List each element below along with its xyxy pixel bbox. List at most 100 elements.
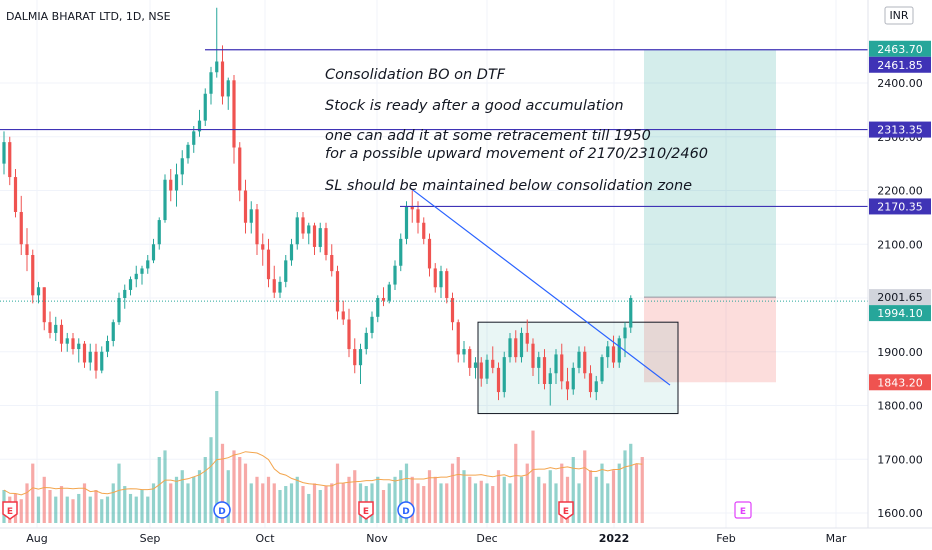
volume-bar (588, 470, 593, 523)
candle (65, 332, 69, 352)
candle (404, 201, 409, 245)
candle (180, 150, 184, 186)
candle-body (209, 72, 213, 94)
volume-bar (105, 496, 110, 523)
volume-bar (123, 486, 127, 523)
candle-body (238, 147, 242, 191)
annotation-note: for a possible upward movement of 2170/2… (325, 146, 708, 162)
candle-body (508, 338, 512, 358)
candle-body (617, 338, 621, 363)
volume-bar (565, 476, 570, 523)
volume-bar (146, 496, 150, 523)
candle (485, 354, 489, 384)
candle (163, 174, 167, 223)
time-axis[interactable]: Aug Sep Oct Nov Dec 2022 Feb Mar (26, 532, 847, 545)
candle-body (25, 244, 29, 255)
candle-body (249, 209, 253, 223)
trendline (409, 187, 671, 386)
candle (272, 265, 276, 298)
candle-body (54, 324, 58, 333)
candle (347, 308, 351, 358)
candle (289, 238, 294, 266)
candle (203, 88, 207, 126)
volume-bar (88, 496, 92, 523)
event-marker-earnings[interactable]: E (358, 501, 374, 520)
volume-bar (174, 476, 179, 523)
event-marker-label: E (563, 507, 569, 517)
candle (531, 338, 535, 376)
candle (301, 212, 305, 239)
event-marker-dividend[interactable]: D (213, 501, 231, 519)
price-tag-label: 1994.10 (877, 307, 923, 320)
price-tick-label: 2400.00 (877, 77, 923, 90)
candle-body (399, 238, 403, 266)
volume-bar (36, 496, 41, 523)
dividend-icon[interactable] (213, 501, 231, 519)
stop-zone (644, 297, 776, 383)
candle (358, 343, 363, 384)
price-axis[interactable]: 2400.002300.002200.002100.002000.001900.… (877, 77, 923, 520)
candle (542, 349, 547, 390)
event-marker-dividend[interactable]: D (397, 501, 415, 519)
price-tag-label: 1843.20 (877, 376, 923, 389)
candle (565, 367, 570, 401)
price-tick-label: 2200.00 (877, 185, 923, 198)
volume-bar (266, 476, 271, 523)
event-marker-earnings-upcoming[interactable]: E (734, 501, 752, 519)
candle-body (370, 316, 374, 333)
candle-body (301, 217, 305, 234)
price-tag-2313.35: 2313.35 (869, 121, 931, 138)
volume-bar (611, 470, 616, 523)
candle-body (404, 206, 409, 239)
earnings-upcoming-icon[interactable] (734, 501, 752, 519)
currency-label: INR (889, 9, 908, 22)
candle (59, 319, 64, 352)
candle-body (146, 260, 150, 269)
currency-badge[interactable]: INR (884, 6, 914, 25)
candle (353, 338, 357, 374)
candle-body (537, 357, 541, 368)
candle-body (353, 349, 357, 366)
dividend-icon[interactable] (397, 501, 415, 519)
price-tag-1994.10: 1994.10 (869, 305, 931, 322)
currency-badge-box (884, 6, 914, 25)
event-marker-earnings[interactable]: E (558, 501, 574, 520)
time-tick-label: Nov (366, 532, 388, 545)
candle-body (284, 260, 288, 282)
price-tag-label: 2461.85 (877, 59, 923, 72)
volume-bar (531, 430, 535, 523)
candle (341, 300, 345, 325)
candle (519, 327, 524, 363)
candle-body (427, 238, 432, 269)
earnings-icon[interactable] (2, 501, 18, 520)
candle-body (496, 367, 501, 393)
event-marker-label: D (402, 507, 409, 517)
event-marker-label: E (7, 507, 13, 517)
candle (508, 332, 512, 363)
candle-body (450, 298, 455, 323)
earnings-icon[interactable] (358, 501, 374, 520)
candle (226, 77, 230, 110)
candle-body (77, 343, 81, 350)
candle (399, 233, 403, 272)
candle (42, 287, 46, 331)
candle (128, 276, 133, 296)
candle (209, 66, 213, 105)
volume-bar (117, 463, 121, 523)
candle (583, 346, 587, 379)
candle-body (629, 298, 633, 328)
candle-body (266, 249, 271, 280)
event-marker-earnings[interactable]: E (2, 501, 18, 520)
volume-bar (600, 463, 604, 523)
candle (376, 295, 380, 323)
candle-body (13, 177, 18, 212)
earnings-icon[interactable] (558, 501, 574, 520)
candle-body (514, 338, 518, 358)
candle (560, 343, 564, 390)
candle (31, 249, 35, 304)
candle-body (502, 357, 506, 393)
price-tag-bg (869, 198, 931, 215)
